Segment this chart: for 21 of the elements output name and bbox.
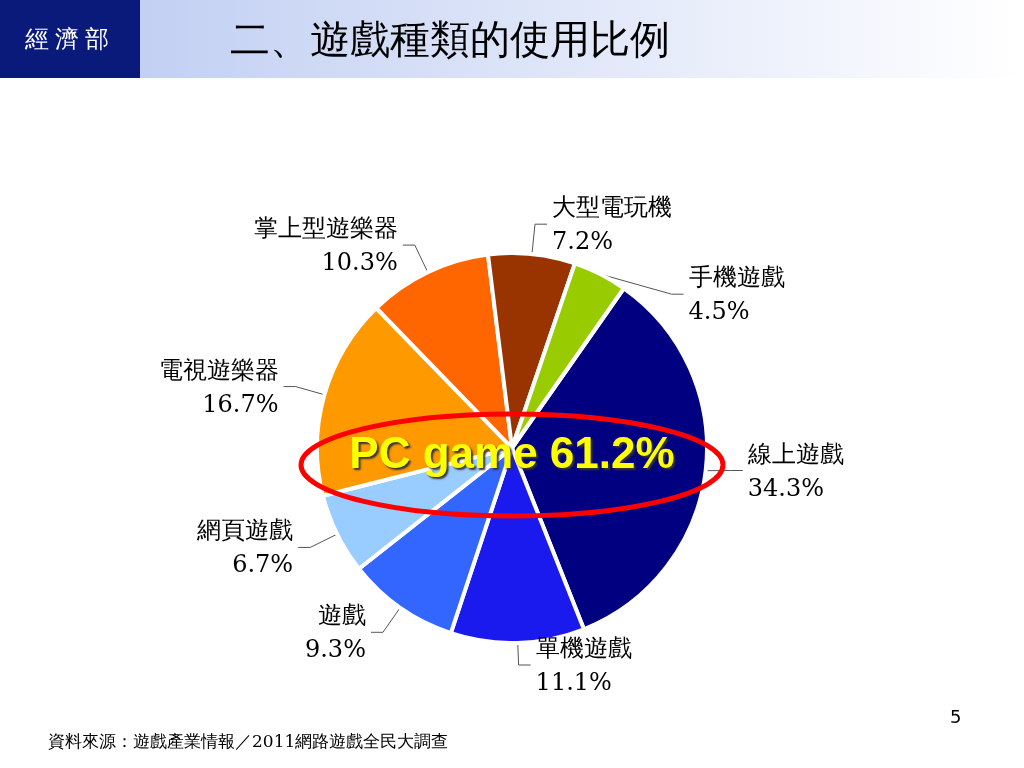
chart-title: 二、遊戲種類的使用比例 bbox=[230, 15, 670, 64]
data-label: 9.3% bbox=[304, 635, 366, 664]
data-label: 10.3% bbox=[321, 248, 398, 277]
slice-label: 大型電玩機 bbox=[552, 193, 673, 222]
source-note: 資料來源：遊戲產業情報／2011網路遊戲全民大調查 bbox=[48, 730, 449, 753]
text: 經濟部 bbox=[0, 0, 140, 78]
slice-label: 單機遊戲 bbox=[535, 634, 632, 662]
text: 5 bbox=[950, 706, 962, 727]
slice-label: 手機遊戲 bbox=[688, 263, 785, 292]
slice-label: 網頁遊戲 bbox=[196, 516, 294, 545]
slice-label: 線上遊戲 bbox=[746, 439, 844, 468]
text: PC game 61.2% bbox=[349, 428, 675, 477]
slice-label: 遊戲 bbox=[317, 601, 366, 630]
data-label: 11.1% bbox=[535, 668, 612, 696]
data-label: 4.5% bbox=[688, 297, 750, 326]
data-label: 7.2% bbox=[552, 227, 613, 256]
data-label: 6.7% bbox=[232, 550, 294, 579]
data-label: 16.7% bbox=[202, 389, 279, 418]
slice-label: 電視遊樂器 bbox=[158, 355, 279, 384]
slice-label: 掌上型遊樂器 bbox=[253, 214, 398, 243]
data-label: 34.3% bbox=[747, 473, 825, 502]
